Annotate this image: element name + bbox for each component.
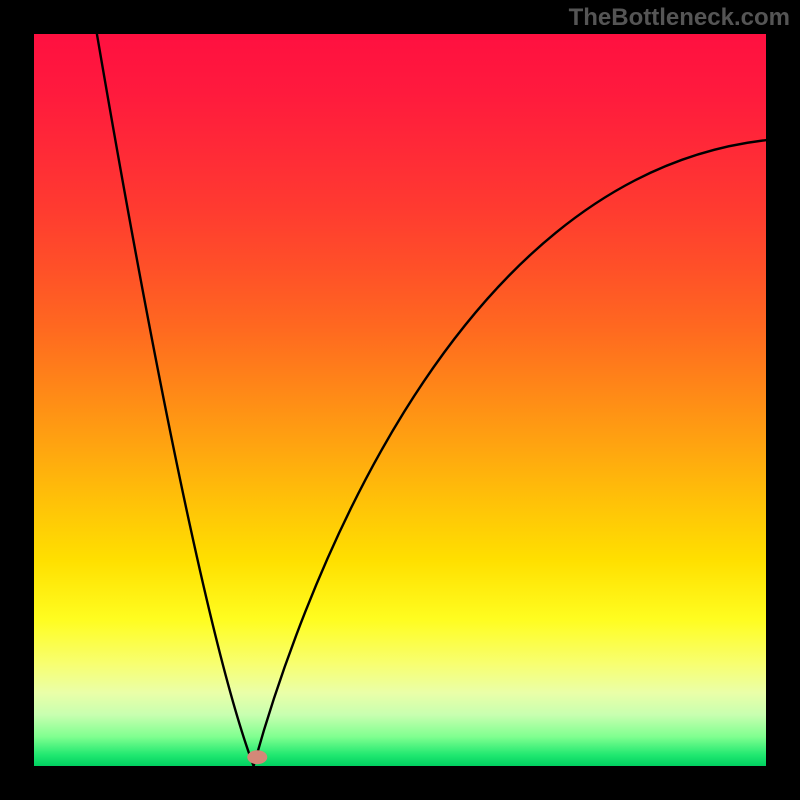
watermark-label: TheBottleneck.com bbox=[569, 4, 790, 32]
chart-svg bbox=[0, 0, 800, 800]
optimum-marker bbox=[247, 750, 267, 764]
plot-background bbox=[34, 34, 766, 766]
chart-canvas: TheBottleneck.com bbox=[0, 0, 800, 800]
